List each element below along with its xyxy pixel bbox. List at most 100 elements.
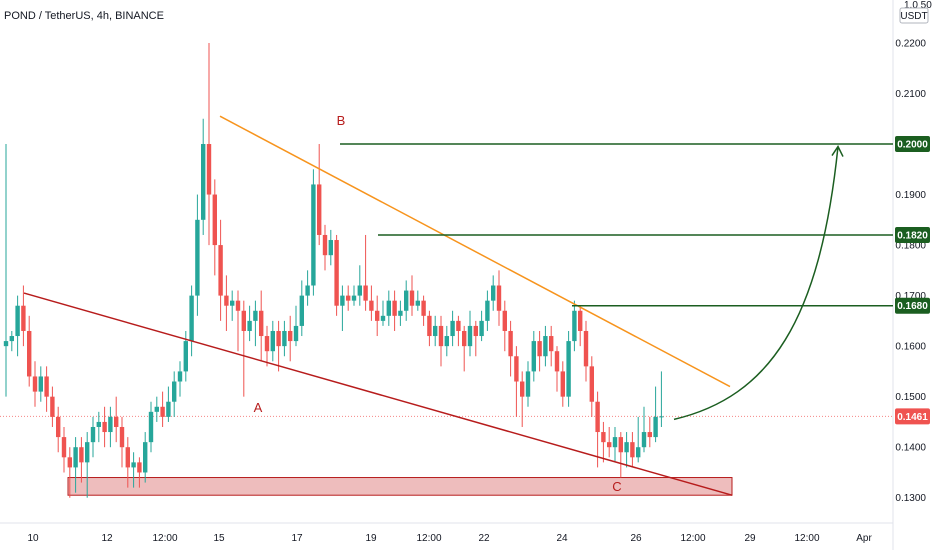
candle[interactable] [409, 275, 415, 316]
candle[interactable] [201, 118, 206, 235]
candle[interactable] [270, 320, 275, 362]
candle[interactable] [108, 406, 113, 448]
candle-body[interactable] [398, 310, 403, 316]
candle[interactable] [148, 401, 154, 453]
candle[interactable] [595, 391, 600, 468]
candle[interactable] [259, 290, 264, 362]
candle-body[interactable] [108, 416, 113, 433]
candle[interactable] [647, 416, 652, 448]
candle-body[interactable] [85, 442, 90, 463]
candle[interactable] [317, 144, 322, 246]
candle[interactable] [508, 320, 513, 377]
candle[interactable] [288, 315, 293, 362]
candle[interactable] [357, 265, 362, 306]
candle[interactable] [346, 285, 351, 311]
candle-body[interactable] [531, 341, 536, 372]
candle-body[interactable] [502, 310, 507, 331]
candle-body[interactable] [595, 401, 600, 433]
candle[interactable] [322, 224, 328, 271]
candle-body[interactable] [444, 336, 449, 347]
candle-body[interactable] [554, 351, 560, 372]
candle[interactable] [520, 371, 525, 427]
candle[interactable] [630, 432, 635, 468]
candle[interactable] [618, 432, 623, 478]
candle-body[interactable] [404, 290, 409, 311]
candle-body[interactable] [380, 315, 386, 321]
candle-body[interactable] [479, 320, 484, 337]
candle-body[interactable] [392, 300, 397, 316]
candle[interactable] [311, 169, 316, 296]
candle[interactable] [386, 290, 391, 326]
candle-body[interactable] [148, 411, 154, 443]
candle-body[interactable] [218, 245, 223, 296]
candle-body[interactable] [560, 371, 565, 397]
price-axis[interactable]: 0.2200 0.2100 0.1900 0.1800 0.1700 0.1600 0.15… [895, 38, 926, 504]
candle-body[interactable] [114, 416, 119, 427]
candle[interactable] [235, 290, 241, 352]
time-axis[interactable]: 10 12 12:00 15 17 19 12:00 22 24 26 12:00 29 12:00 Ap… [27, 533, 872, 544]
candle-body[interactable] [206, 144, 212, 195]
candle-body[interactable] [485, 300, 490, 321]
candle[interactable] [119, 416, 125, 468]
candle[interactable] [427, 310, 432, 347]
candle[interactable] [340, 285, 345, 331]
candle-body[interactable] [282, 330, 287, 347]
candle[interactable] [206, 42, 212, 246]
candle[interactable] [137, 457, 142, 488]
candle[interactable] [305, 270, 310, 306]
candle-body[interactable] [21, 305, 26, 331]
candle-body[interactable] [160, 406, 165, 417]
candle-body[interactable] [601, 432, 606, 443]
candle[interactable] [456, 315, 461, 347]
candle[interactable] [398, 300, 403, 326]
candle[interactable] [496, 270, 502, 326]
candle[interactable] [195, 194, 200, 316]
candle[interactable] [636, 416, 641, 463]
candle-body[interactable] [195, 219, 200, 296]
candle-body[interactable] [508, 330, 513, 357]
candle-body[interactable] [32, 376, 38, 392]
candle[interactable] [473, 320, 478, 357]
resistance-trendline[interactable] [219, 115, 731, 388]
candle-body[interactable] [357, 285, 362, 296]
candle-body[interactable] [143, 442, 148, 473]
candle-body[interactable] [578, 310, 583, 331]
candle-body[interactable] [247, 320, 252, 331]
candle-body[interactable] [9, 336, 14, 342]
candle-body[interactable] [56, 416, 61, 438]
candle-body[interactable] [653, 416, 658, 438]
candle[interactable] [450, 310, 455, 347]
candle-body[interactable] [119, 426, 125, 448]
candle[interactable] [369, 285, 374, 321]
candle-body[interactable] [328, 240, 333, 256]
candle[interactable] [514, 346, 519, 417]
candle[interactable] [21, 285, 26, 347]
candle-body[interactable] [496, 285, 502, 311]
candle-body[interactable] [311, 184, 316, 286]
candle-body[interactable] [50, 396, 55, 417]
candle[interactable] [27, 315, 32, 387]
projection-arrow[interactable] [673, 146, 839, 421]
candle[interactable] [601, 421, 606, 463]
candle[interactable] [114, 396, 119, 443]
candle[interactable] [73, 437, 78, 493]
candle[interactable] [572, 300, 577, 352]
candle[interactable] [502, 300, 507, 352]
candle[interactable] [444, 325, 449, 357]
candle[interactable] [641, 406, 647, 453]
candle-body[interactable] [415, 300, 420, 306]
candle-body[interactable] [514, 356, 519, 382]
candle-body[interactable] [15, 305, 20, 337]
candle-body[interactable] [299, 295, 304, 326]
candle[interactable] [56, 406, 61, 453]
candles-layer[interactable] [3, 42, 664, 498]
candle[interactable] [467, 310, 473, 357]
candle[interactable] [32, 361, 38, 407]
candle-body[interactable] [322, 234, 328, 256]
candle-body[interactable] [647, 432, 652, 438]
candle[interactable] [166, 386, 171, 422]
candle-body[interactable] [38, 376, 43, 392]
candle[interactable] [543, 325, 548, 367]
candle-body[interactable] [293, 325, 299, 342]
